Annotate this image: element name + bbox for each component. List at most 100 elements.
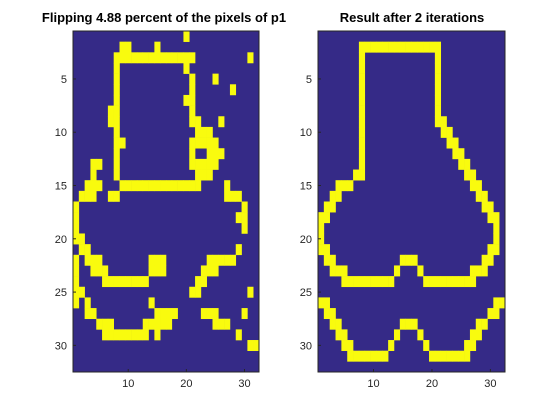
left-heatmap-cell	[195, 137, 202, 149]
right-axes-box	[317, 30, 506, 373]
right-heatmap-cell	[347, 276, 354, 288]
left-heatmap-cell	[125, 41, 132, 53]
left-heatmap-cell	[166, 308, 173, 320]
right-heatmap-cell	[393, 329, 401, 341]
right-heatmap-cell	[329, 318, 336, 330]
left-heatmap-cell	[73, 212, 80, 224]
right-heatmap-cell	[469, 329, 477, 341]
left-heatmap-cell	[212, 148, 219, 160]
left-heatmap-cell	[90, 169, 97, 181]
left-heatmap-cell	[96, 318, 103, 330]
left-heatmap-cell	[96, 265, 103, 277]
right-heatmap-cell	[388, 340, 395, 351]
right-heatmap-cell	[458, 158, 465, 170]
left-heatmap-cell	[136, 276, 144, 288]
right-heatmap-cell	[335, 180, 342, 192]
left-heatmap-cell	[102, 329, 109, 341]
right-heatmap-cell	[353, 169, 360, 181]
right-heatmap-cell	[323, 297, 330, 309]
left-heatmap-cell	[113, 190, 120, 202]
left-heatmap-cell	[131, 276, 138, 288]
right-heatmap-cell	[329, 190, 336, 202]
left-heatmap-cell	[241, 212, 248, 224]
right-heatmap-cell	[358, 52, 366, 64]
left-heatmap-cell	[73, 265, 80, 277]
right-heatmap-cell	[405, 41, 412, 53]
left-heatmap-cell	[90, 190, 97, 202]
right-x-tick-label: 20	[426, 378, 438, 390]
right-heatmap-cell	[358, 116, 366, 128]
left-heatmap-cell	[125, 52, 132, 64]
right-heatmap-cell	[481, 254, 488, 266]
left-heatmap-cell	[142, 52, 149, 64]
right-heatmap-background	[318, 31, 505, 372]
right-heatmap-cell	[358, 148, 366, 160]
left-heatmap-cell	[148, 180, 155, 192]
left-axes-box	[72, 30, 260, 373]
left-heatmap-cell	[224, 180, 231, 192]
left-heatmap-cell	[160, 180, 167, 192]
left-heatmap-cell	[253, 340, 260, 351]
right-heatmap-cell	[370, 276, 377, 288]
left-heatmap-cell	[247, 52, 254, 64]
left-heatmap-cell	[200, 158, 207, 170]
right-heatmap-cell	[399, 254, 406, 266]
left-x-tick-label: 30	[238, 378, 250, 390]
left-heatmap-cell	[136, 52, 144, 64]
right-heatmap-cell	[434, 105, 442, 117]
left-heatmap-cell	[113, 105, 120, 117]
right-heatmap-cell	[323, 244, 330, 256]
left-heatmap-cell	[84, 297, 91, 309]
right-heatmap-cell	[358, 94, 366, 106]
left-heatmap-cell	[119, 276, 126, 288]
right-heatmap-cell	[469, 340, 477, 351]
right-heatmap-cell	[464, 169, 471, 181]
right-heatmap-cell	[434, 94, 442, 106]
right-heatmap-cell	[458, 350, 465, 362]
right-heatmap-cell	[446, 276, 453, 288]
left-heatmap-cell	[154, 265, 161, 277]
right-heatmap-cell	[323, 308, 330, 320]
left-y-tick-label: 10	[55, 127, 67, 139]
left-heatmap-cell	[195, 276, 202, 288]
left-heatmap-cell	[189, 105, 196, 117]
right-y-tick-label: 30	[300, 340, 312, 352]
left-y-tick-label: 30	[55, 340, 67, 352]
right-heatmap-cell	[458, 148, 465, 160]
right-heatmap-cell	[358, 84, 366, 96]
right-heatmap-cell	[388, 41, 395, 53]
left-heatmap-cell	[235, 212, 242, 224]
left-heatmap-cell	[189, 116, 196, 128]
left-heatmap-cell	[84, 180, 91, 192]
left-heatmap-cell	[177, 52, 184, 64]
left-heatmap-cell	[166, 52, 173, 64]
left-heatmap-cell	[235, 329, 242, 341]
left-heatmap-cell	[195, 126, 202, 138]
left-heatmap-cell	[224, 190, 231, 202]
right-heatmap-cell	[475, 318, 482, 330]
right-heatmap-cell	[358, 126, 366, 138]
right-heatmap-cell	[464, 276, 471, 288]
left-heatmap-cell	[102, 276, 109, 288]
right-heatmap-cell	[493, 244, 500, 256]
left-heatmap-cell	[177, 180, 184, 192]
left-heatmap-cell	[212, 137, 219, 149]
left-heatmap-cell	[73, 276, 80, 288]
right-heatmap-cell	[358, 350, 366, 362]
right-y-tick-label: 15	[300, 181, 312, 193]
right-heatmap-cell	[323, 201, 330, 213]
right-heatmap-cell	[318, 222, 325, 234]
left-heatmap-cell	[189, 52, 196, 64]
right-heatmap-cell	[440, 126, 447, 138]
left-y-tick-label: 5	[61, 74, 67, 86]
right-heatmap-cell	[376, 41, 383, 53]
right-heatmap-cell	[405, 254, 412, 266]
right-heatmap-cell	[358, 41, 366, 53]
left-heatmap-cell	[154, 180, 161, 192]
right-heatmap-cell	[440, 276, 447, 288]
left-heatmap-cell	[224, 254, 231, 266]
left-heatmap-cell	[218, 148, 225, 160]
right-heatmap-cell	[487, 254, 494, 266]
right-heatmap-cell	[417, 329, 424, 341]
left-heatmap-cell	[183, 62, 190, 74]
